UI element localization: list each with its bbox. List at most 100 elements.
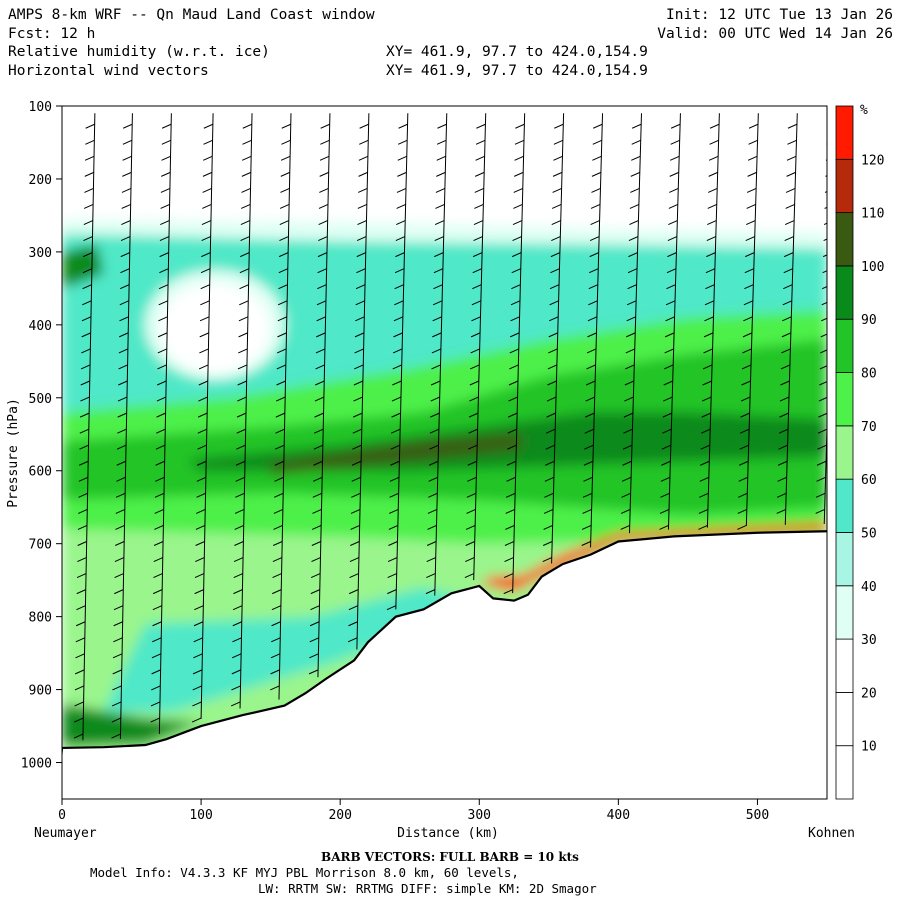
barb-flag [79, 460, 89, 466]
barb-flag [389, 508, 399, 514]
barb-flag [153, 557, 163, 563]
barb-flag [581, 541, 591, 546]
barb-flag [513, 204, 523, 209]
barb-flag [472, 284, 482, 290]
barb-flag [158, 316, 168, 322]
barb-flag [202, 204, 212, 209]
barb-flag [316, 332, 326, 338]
barb-flag [237, 380, 247, 386]
barb-flag [392, 348, 403, 354]
barb-flag [702, 380, 712, 386]
barb-flag [787, 123, 798, 129]
barb-flag [157, 348, 168, 354]
barb-flag [467, 460, 477, 466]
barb-flag [662, 428, 672, 434]
barb-flag [466, 508, 476, 514]
barb-flag [273, 508, 284, 514]
barb-flag [550, 252, 561, 258]
barb-flag [115, 508, 126, 514]
barb-flag [553, 155, 563, 161]
barb-flag [351, 476, 361, 482]
x-tick-label: 500 [746, 808, 769, 823]
barb-flag [427, 508, 438, 514]
barb-flag [662, 412, 672, 418]
barb-flag [547, 380, 557, 386]
barb-flag [818, 396, 827, 402]
header-xy-2: XY= 461.9, 97.7 to 424.0,154.9 [386, 63, 648, 79]
barb-flag [202, 171, 213, 177]
barb-flag [277, 332, 287, 338]
barb-flag [707, 204, 717, 209]
barb-flag [394, 268, 405, 274]
barb-flag [748, 123, 759, 129]
barb-flag [396, 220, 406, 225]
barb-flag [467, 476, 477, 482]
barb-flag [394, 284, 404, 290]
barb-flag [542, 557, 552, 563]
barb-flag [198, 396, 208, 402]
colorbar-swatch [835, 265, 854, 320]
barb-flag [241, 155, 252, 161]
barb-flag [195, 524, 206, 530]
barb-flag [698, 508, 709, 514]
barb-flag [474, 187, 484, 193]
wind-barbs [73, 113, 827, 741]
header-valid-time: Valid: 00 UTC Wed 14 Jan 26 [657, 26, 893, 42]
barb-flag [429, 428, 440, 434]
barb-flag [312, 508, 322, 514]
barb-flag [629, 204, 640, 209]
barb-flag [432, 316, 442, 322]
barb-flag [309, 653, 319, 659]
barb-flag [661, 444, 672, 450]
barb-flag [239, 268, 250, 274]
barb-flag [746, 220, 756, 225]
barb-flag [744, 268, 755, 274]
barb-flag [742, 332, 753, 338]
barb-flag [240, 220, 251, 225]
barb-flag [314, 396, 325, 402]
barb-flag [280, 171, 290, 177]
barb-flag [85, 123, 95, 129]
barb-flag [357, 187, 368, 193]
barb-flag [512, 236, 522, 242]
barb-flag [466, 492, 477, 498]
barb-flag [115, 492, 126, 498]
barb-flag [390, 444, 400, 450]
barb-flag [120, 268, 130, 274]
barb-flag [203, 155, 213, 161]
barb-flag [319, 171, 329, 177]
barb-flag [272, 573, 282, 579]
barb-flag [76, 605, 86, 611]
barb-flag [622, 460, 632, 466]
barb-flag [194, 573, 205, 579]
barb-flag [161, 155, 171, 161]
barb-flag [119, 284, 130, 290]
barb-flag [708, 155, 719, 161]
barb-flag [155, 460, 165, 466]
barb-flag [817, 428, 827, 434]
header-init-time: Init: 12 UTC Tue 13 Jan 26 [666, 7, 893, 23]
colorbar-swatch [835, 425, 854, 480]
barb-flag [315, 364, 325, 370]
barb-flag [431, 348, 442, 354]
barb-flag [739, 444, 749, 450]
barb-staff [590, 113, 604, 548]
barb-flag [351, 492, 361, 498]
barb-flag [738, 476, 748, 482]
barb-flag [77, 557, 87, 563]
barb-flag [235, 460, 246, 466]
barb-flag [468, 412, 479, 418]
barb-flag [121, 220, 131, 225]
barb-flag [197, 412, 208, 418]
barb-flag [631, 123, 642, 129]
barb-flag [631, 155, 641, 161]
barb-flag [777, 476, 787, 482]
barb-flag [776, 508, 786, 514]
barb-flag [745, 236, 755, 242]
rh-low-moist [103, 587, 480, 712]
barb-flag [664, 348, 674, 354]
colorbar-label: 60 [861, 473, 877, 488]
barb-flag [118, 380, 128, 386]
barb-flag [469, 396, 479, 402]
barb-flag [359, 139, 369, 145]
